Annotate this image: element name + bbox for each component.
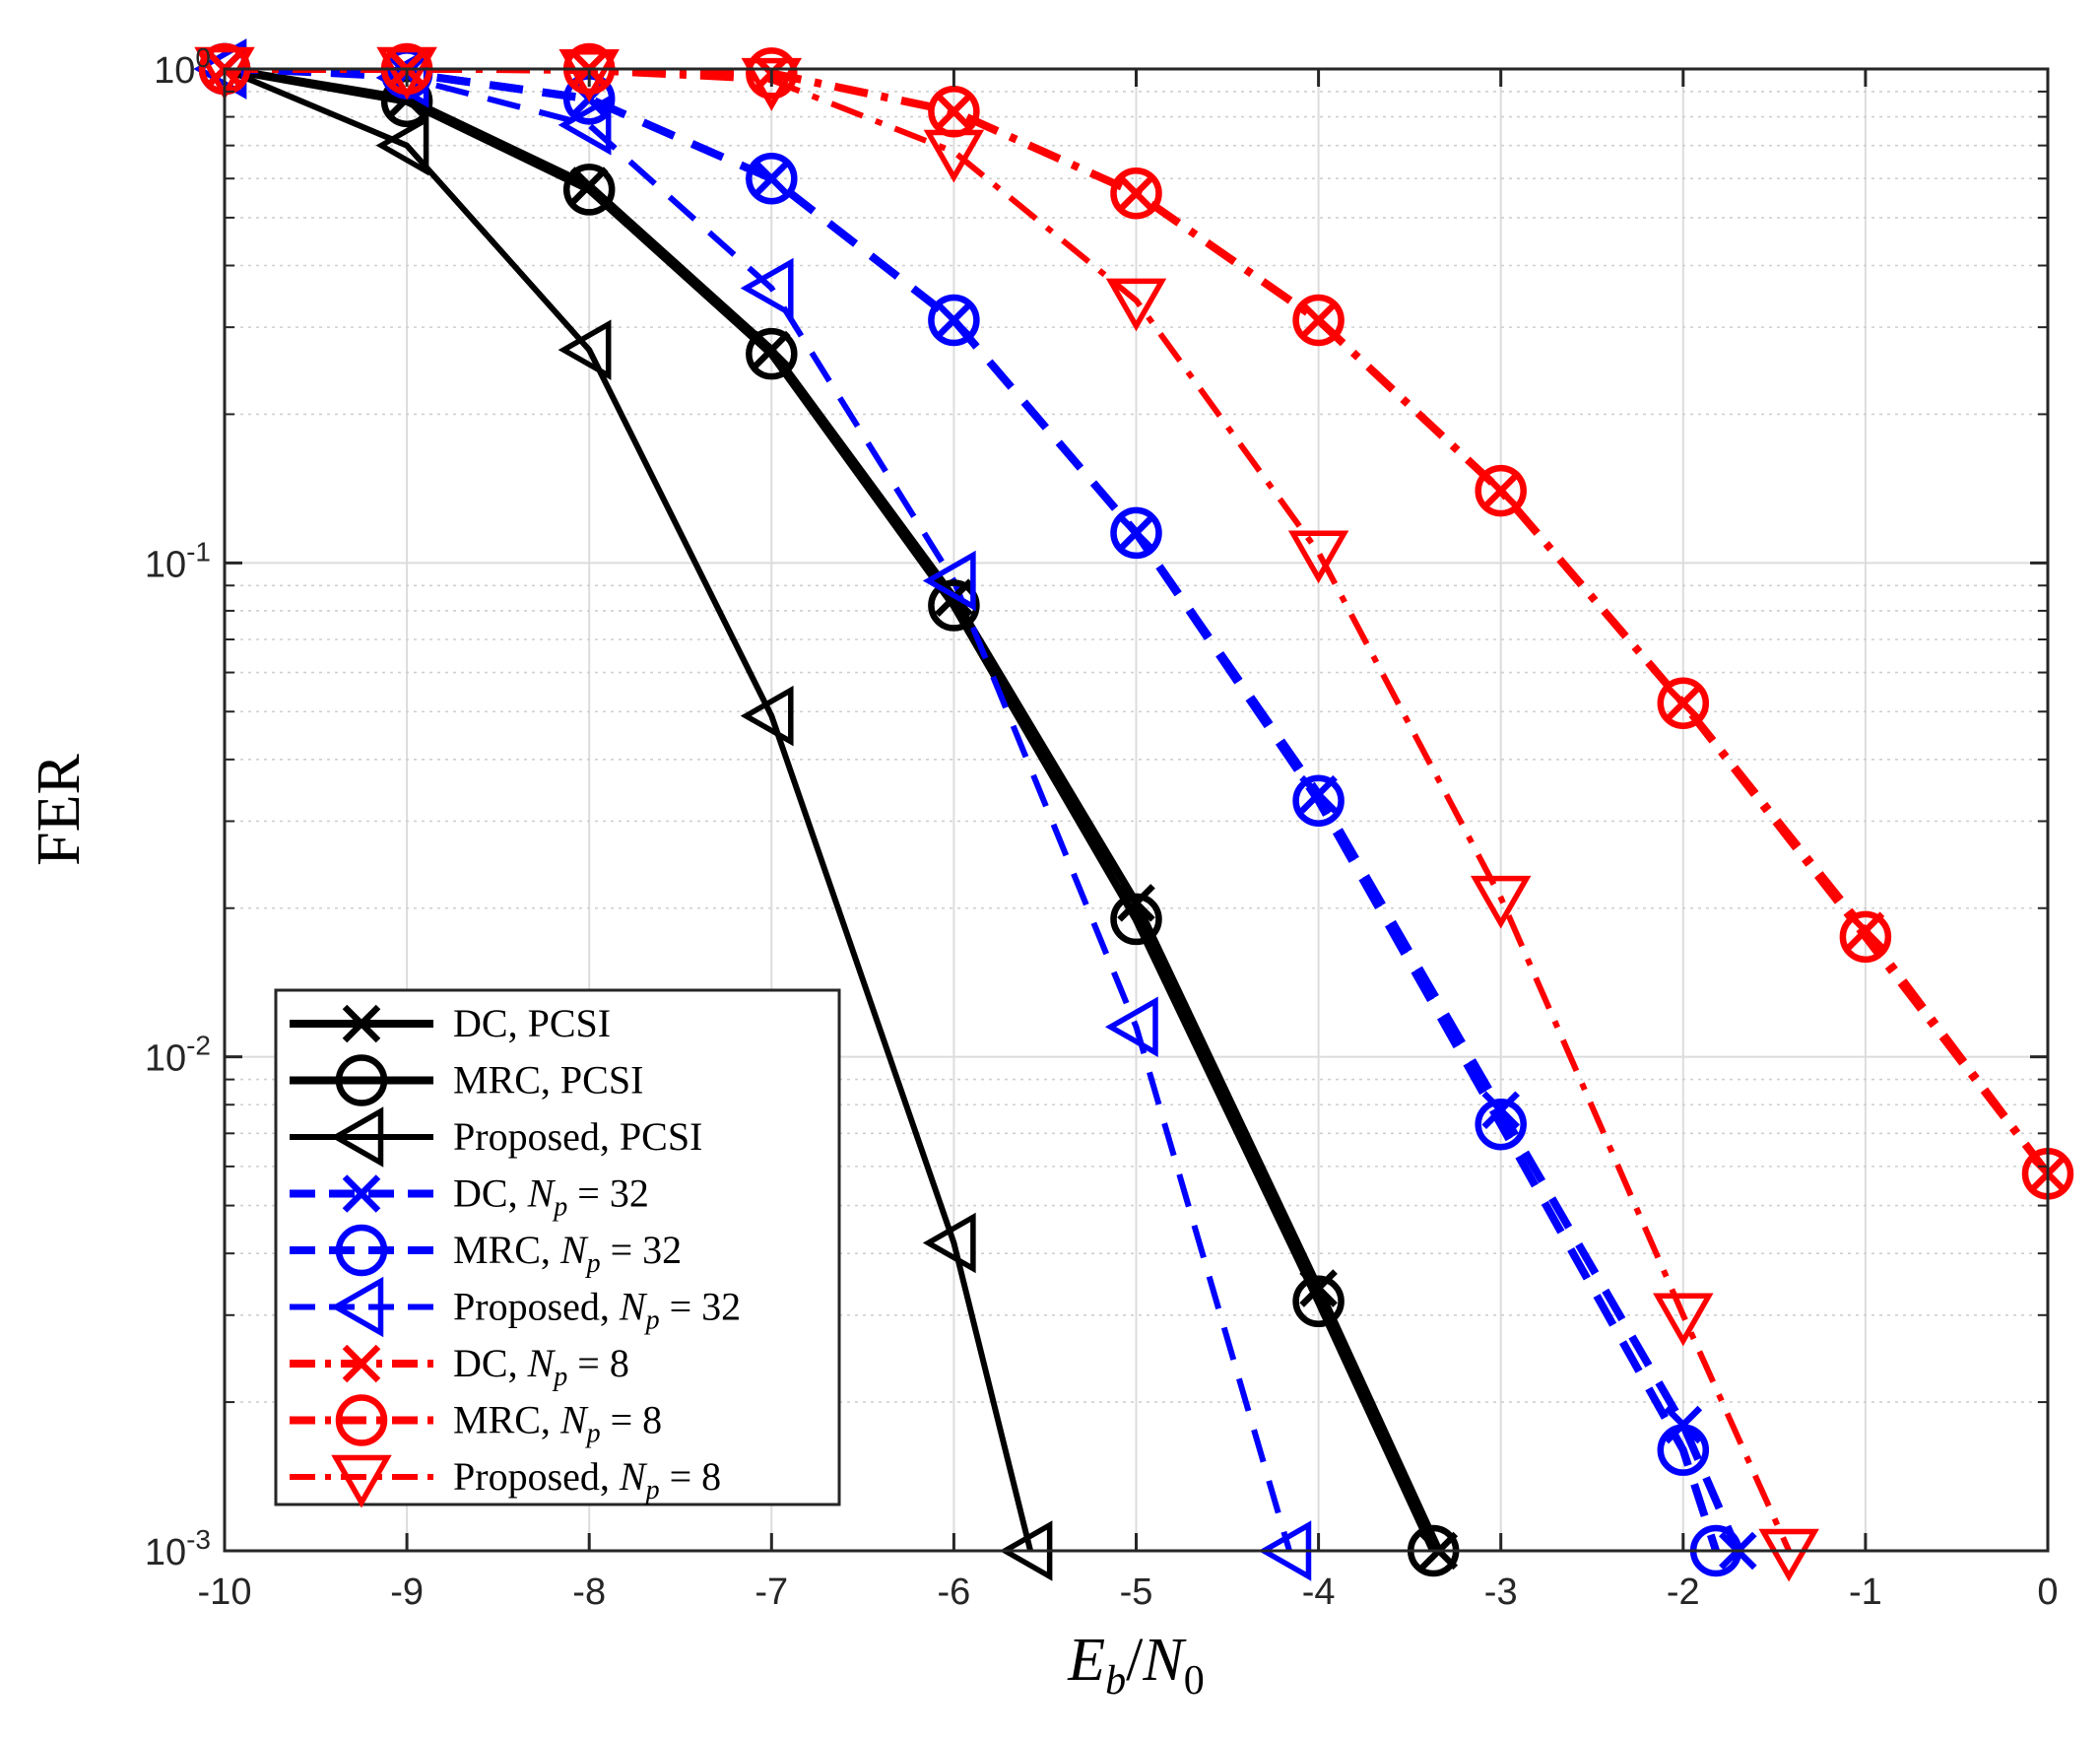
legend-label-dc-n-p-8: DC, Np = 8 [453,1341,629,1392]
legend-entry-proposed-n-p-8: Proposed, Np = 8 [290,1454,721,1508]
legend-entry-dc-pcsi: DC, PCSI [290,1001,611,1045]
series-line-mrc-n-p-32 [225,69,1720,1551]
data-point-dc-n-p-32 [1117,513,1155,553]
data-point-proposed-n-p-8 [558,48,620,102]
data-point-proposed-n-p-8 [1287,530,1349,584]
legend-marker-mrc-n-p-8 [335,1394,388,1446]
data-point-mrc-pcsi [928,579,980,632]
data-point-dc-n-p-8 [1117,173,1155,213]
data-point-dc-n-p-8 [1664,684,1703,723]
x-tick-label: -1 [1849,1571,1882,1613]
x-tick-label: -2 [1667,1571,1700,1613]
legend-entry-proposed-n-p-32: Proposed, Np = 32 [290,1276,741,1338]
legend-entry-proposed-pcsi: Proposed, PCSI [290,1106,702,1168]
data-point-dc-n-p-8 [935,92,973,131]
data-point-proposed-pcsi [375,114,429,176]
legend-entry-dc-n-p-32: DC, Np = 32 [290,1171,649,1223]
data-point-dc-n-p-32 [1481,1091,1520,1130]
data-point-mrc-n-p-32 [746,152,798,205]
data-point-mrc-n-p-32 [1657,1424,1710,1476]
data-point-mrc-n-p-32 [1475,1098,1527,1151]
legend-label-dc-n-p-32: DC, Np = 32 [453,1171,649,1223]
legend-marker-dc-n-p-8 [342,1344,381,1383]
series-line-mrc-pcsi [225,69,1437,1551]
data-point-dc-pcsi [753,330,791,369]
legend-label-mrc-pcsi: MRC, PCSI [453,1058,643,1103]
data-point-dc-pcsi [569,167,609,205]
data-point-proposed-pcsi [922,1212,976,1274]
data-point-proposed-n-p-8 [923,129,985,183]
x-tick-label: -3 [1484,1571,1518,1613]
legend-label-mrc-n-p-8: MRC, Np = 8 [453,1398,662,1449]
y-axis-title: FER [26,754,93,866]
data-point-proposed-n-p-8 [741,57,803,111]
legend-entry-dc-n-p-8: DC, Np = 8 [290,1341,629,1392]
legend-entry-mrc-n-p-8: MRC, Np = 8 [290,1394,662,1449]
data-point-proposed-n-p-8 [1653,1293,1714,1347]
legend: DC, PCSI MRC, PCSI Proposed, PCSI DC, Np = … [274,988,841,1508]
y-tick-label: 100 [154,42,211,92]
legend-label-proposed-n-p-32: Proposed, Np = 32 [453,1285,741,1336]
data-point-proposed-pcsi [740,685,794,747]
legend-marker-mrc-n-p-32 [335,1224,388,1277]
data-point-proposed-n-p-32 [558,95,612,156]
x-tick-label: -9 [390,1571,424,1613]
data-point-mrc-n-p-8 [1292,294,1345,347]
data-point-mrc-n-p-32 [928,294,980,347]
legend-marker-proposed-n-p-8 [331,1454,392,1508]
data-point-mrc-n-p-8 [746,47,798,100]
y-tick-label: 10-1 [145,536,211,585]
data-point-mrc-pcsi [562,164,616,216]
data-point-dc-n-p-32 [753,159,791,198]
data-point-dc-n-p-8 [1481,471,1520,510]
data-point-mrc-pcsi [1292,1275,1345,1328]
legend-marker-proposed-n-p-32 [330,1276,384,1338]
data-point-proposed-n-p-32 [740,257,794,319]
x-tick-label: 0 [2037,1571,2058,1613]
data-point-mrc-n-p-32 [1110,506,1162,560]
data-point-mrc-n-p-32 [1292,774,1345,827]
legend-marker-proposed-pcsi [330,1106,384,1168]
x-tick-label: -6 [938,1571,971,1613]
data-point-dc-pcsi [1117,884,1155,922]
legend-label-proposed-pcsi: Proposed, PCSI [453,1114,702,1159]
data-point-proposed-pcsi [558,319,612,380]
x-axis-title: Eb/N0 [1067,1627,1204,1704]
data-point-proposed-n-p-8 [194,46,255,100]
y-tick-label: 10-2 [145,1031,211,1080]
legend-marker-dc-n-p-32 [342,1174,381,1213]
legend-marker-mrc-pcsi [335,1054,388,1106]
data-point-proposed-n-p-8 [376,46,437,100]
legend-label-proposed-n-p-8: Proposed, Np = 8 [453,1454,721,1505]
data-point-proposed-n-p-8 [1105,278,1167,332]
x-tick-label: -4 [1302,1571,1336,1613]
data-point-mrc-n-p-8 [1475,464,1527,517]
y-tick-label: 10-3 [145,1524,211,1573]
data-point-mrc-n-p-8 [1110,167,1162,220]
legend-entry-mrc-n-p-32: MRC, Np = 32 [290,1224,682,1279]
x-tick-label: -10 [198,1571,252,1613]
data-point-mrc-pcsi [1110,893,1162,946]
data-point-dc-n-p-8 [1299,301,1338,340]
x-tick-label: -8 [572,1571,606,1613]
data-point-proposed-n-p-32 [1104,996,1158,1057]
data-point-proposed-n-p-8 [1758,1528,1819,1582]
data-point-proposed-n-p-32 [922,550,976,612]
legend-label-mrc-n-p-32: MRC, Np = 32 [453,1228,682,1279]
series-line-proposed-pcsi [225,69,1034,1551]
x-tick-label: -7 [755,1571,788,1613]
data-point-proposed-n-p-8 [1470,875,1532,929]
data-point-mrc-n-p-8 [1657,677,1710,729]
x-axis-title-text: Eb/N0 [1067,1627,1204,1704]
data-point-dc-n-p-32 [935,301,973,340]
legend-label-dc-pcsi: DC, PCSI [453,1001,611,1045]
data-point-dc-pcsi [1299,1269,1338,1307]
legend-entry-mrc-pcsi: MRC, PCSI [290,1054,643,1106]
legend-marker-dc-pcsi [342,1004,381,1043]
data-point-mrc-pcsi [746,327,798,380]
data-point-mrc-n-p-8 [1839,910,1892,964]
x-tick-label: -5 [1120,1571,1153,1613]
